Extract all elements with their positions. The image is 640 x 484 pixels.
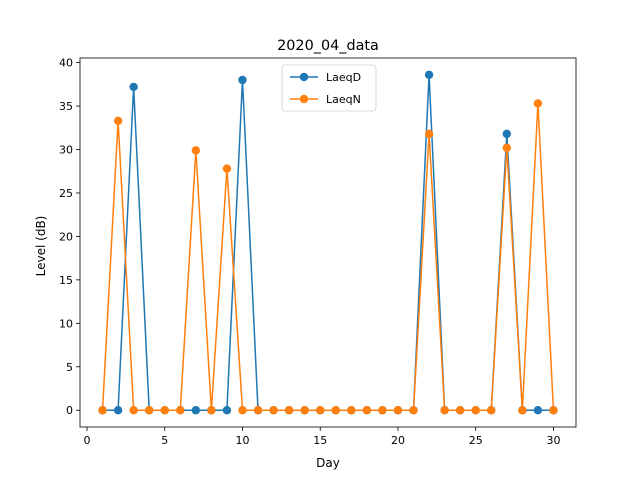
chart-title: 2020_04_data <box>277 38 379 54</box>
legend: LaeqD LaeqN <box>281 64 377 112</box>
data-point-LaeqN-9 <box>222 164 232 173</box>
y-tick-label: 20 <box>59 230 73 243</box>
y-axis-label: Level (dB) <box>34 216 48 277</box>
data-point-LaeqN-25 <box>471 406 480 415</box>
data-point-LaeqD-3 <box>129 82 138 92</box>
data-point-LaeqN-28 <box>518 406 527 415</box>
data-point-LaeqN-16 <box>331 406 340 415</box>
axes: 0 5 10 15 20 25 30 0 5 10 15 20 25 30 35 40 <box>59 57 577 447</box>
data-point-LaeqN-8 <box>207 406 216 415</box>
data-point-LaeqN-14 <box>300 406 309 415</box>
legend-marker-LaeqD <box>299 72 309 82</box>
data-point-LaeqN-19 <box>378 406 387 415</box>
y-tick-label: 10 <box>59 317 73 330</box>
data-point-LaeqN-5 <box>160 406 169 415</box>
x-tick-label: 10 <box>235 434 249 447</box>
data-point-LaeqD-29 <box>533 406 543 415</box>
data-point-LaeqN-27 <box>502 143 512 152</box>
data-point-LaeqD-27 <box>502 129 512 139</box>
axes-frame <box>79 57 577 428</box>
data-point-LaeqN-20 <box>393 406 403 415</box>
y-tick-label: 35 <box>59 100 73 113</box>
y-tick-label: 15 <box>59 274 73 287</box>
data-point-LaeqD-7 <box>191 406 201 415</box>
data-point-LaeqN-7 <box>191 146 201 155</box>
y-tick-label: 0 <box>66 404 73 417</box>
data-point-LaeqN-23 <box>440 406 449 415</box>
legend-marker-LaeqN <box>299 94 309 104</box>
data-point-LaeqN-30 <box>549 406 558 415</box>
x-tick-label: 25 <box>469 434 483 447</box>
x-tick-label: 20 <box>391 434 405 447</box>
data-point-LaeqN-26 <box>487 406 496 415</box>
data-point-LaeqD-10 <box>238 75 247 85</box>
x-tick-label: 30 <box>546 434 560 447</box>
data-point-LaeqN-3 <box>129 406 138 415</box>
data-point-LaeqN-11 <box>253 406 263 415</box>
data-point-LaeqN-12 <box>269 406 278 415</box>
data-point-LaeqN-4 <box>144 406 154 415</box>
data-point-LaeqD-2 <box>113 406 123 415</box>
y-tick-label: 5 <box>66 361 73 374</box>
data-point-LaeqN-2 <box>113 116 123 126</box>
data-point-LaeqN-15 <box>316 406 325 415</box>
x-tick-label: 5 <box>161 434 168 447</box>
plot-area <box>98 70 558 415</box>
data-point-LaeqN-22 <box>424 129 434 139</box>
data-point-LaeqD-22 <box>424 70 434 79</box>
x-axis-label: Day <box>316 456 340 470</box>
y-tick-label: 40 <box>59 57 73 70</box>
x-tick-label: 0 <box>83 434 90 447</box>
data-point-LaeqN-6 <box>176 406 185 415</box>
y-tick-label: 25 <box>59 187 73 200</box>
data-point-LaeqN-21 <box>409 406 418 415</box>
data-point-LaeqN-24 <box>455 406 465 415</box>
data-point-LaeqN-18 <box>362 406 372 415</box>
x-tick-label: 15 <box>313 434 327 447</box>
legend-label-LaeqD: LaeqD <box>326 71 361 84</box>
data-point-LaeqN-1 <box>98 406 107 415</box>
data-point-LaeqN-17 <box>347 406 356 415</box>
data-point-LaeqN-13 <box>284 406 294 415</box>
data-point-LaeqN-10 <box>238 406 247 415</box>
legend-label-LaeqN: LaeqN <box>326 93 361 106</box>
data-point-LaeqD-9 <box>222 406 232 415</box>
y-tick-label: 30 <box>59 144 73 157</box>
data-point-LaeqN-29 <box>533 99 543 108</box>
